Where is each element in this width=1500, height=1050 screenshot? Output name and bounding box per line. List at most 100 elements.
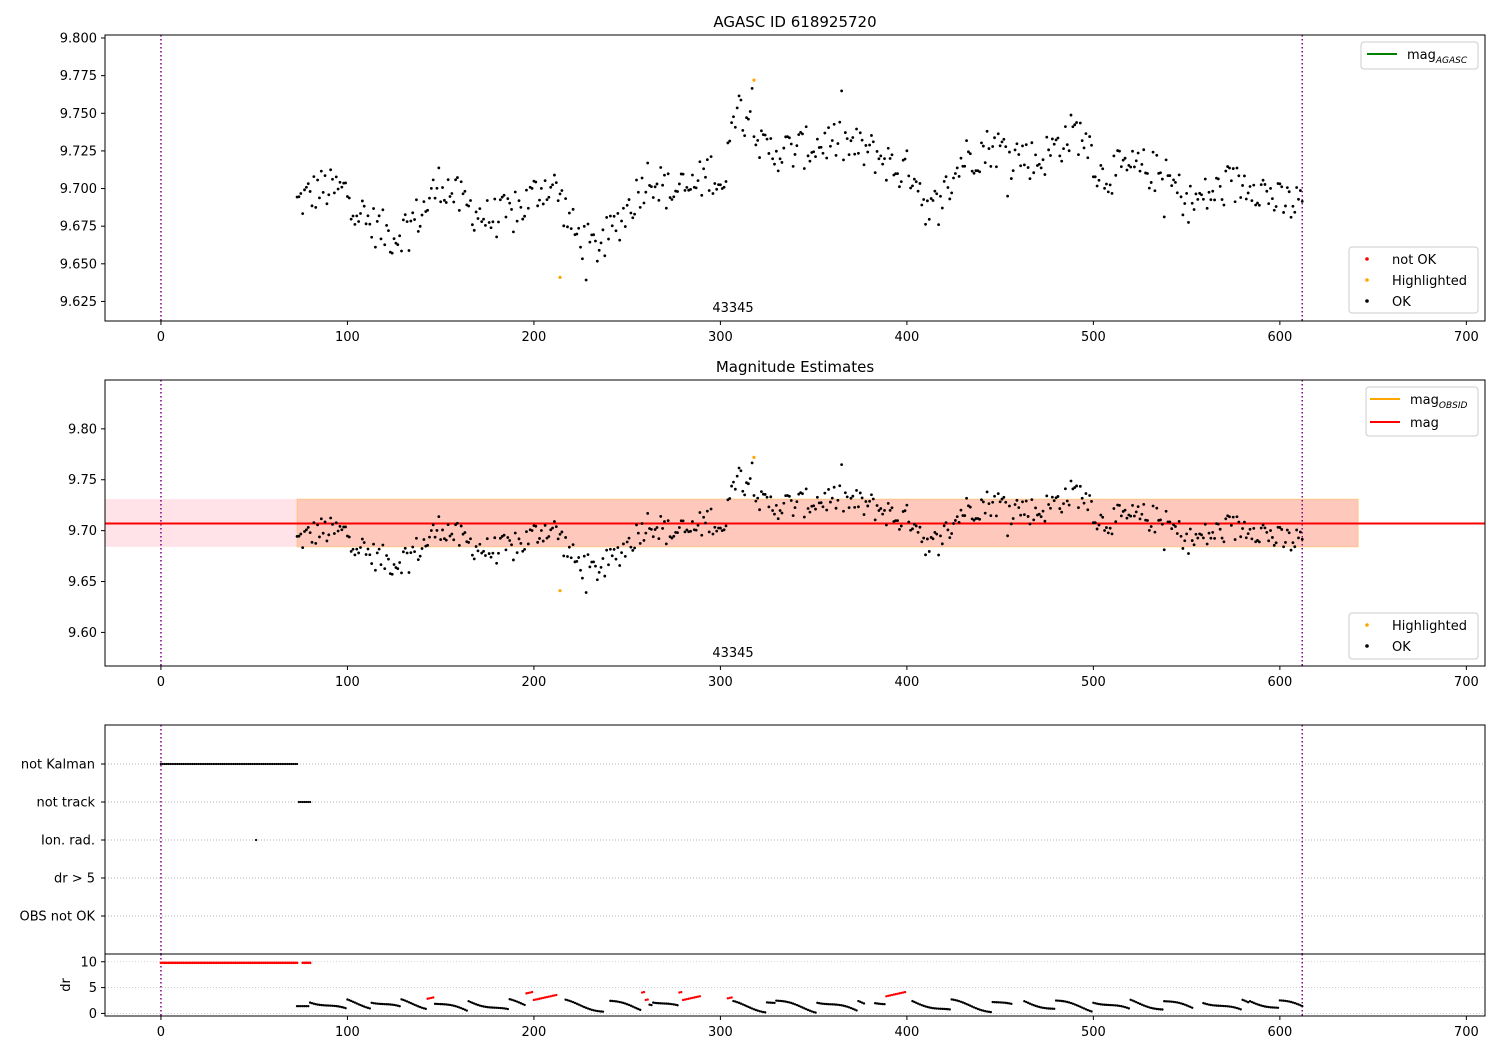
ok-point <box>553 520 556 523</box>
flag-point <box>210 762 213 766</box>
ok-point <box>782 501 786 505</box>
ok-point <box>793 506 797 509</box>
dr-clipped-point <box>224 961 228 965</box>
ok-point <box>450 192 454 195</box>
ok-point <box>1008 504 1011 508</box>
ok-point <box>1123 508 1127 512</box>
ok-point <box>739 469 743 473</box>
dr-ok-point <box>295 1004 299 1008</box>
ok-point <box>1114 520 1118 524</box>
dr-ok-point <box>1043 1006 1047 1010</box>
dr-not-ok-point <box>640 991 644 994</box>
ok-point <box>1222 203 1226 207</box>
ok-point <box>457 544 461 547</box>
ok-point <box>899 180 903 184</box>
ok-point <box>1256 201 1259 205</box>
dr-ok-point <box>1241 998 1244 1002</box>
dr-clipped-point <box>267 961 271 965</box>
ok-point <box>1285 528 1289 532</box>
ok-point <box>927 550 931 553</box>
ok-point <box>998 500 1002 504</box>
ok-point <box>1056 495 1060 498</box>
ok-point <box>510 543 513 547</box>
ok-point <box>1177 173 1181 177</box>
dr-ok-point <box>1235 1006 1239 1010</box>
dr-not-ok-point <box>696 995 700 998</box>
ok-point <box>582 224 586 228</box>
dr-ok-point <box>597 1010 601 1013</box>
ok-point <box>416 558 420 562</box>
flag-point <box>247 762 250 766</box>
ok-point <box>329 168 333 172</box>
ok-point <box>815 495 819 499</box>
ok-point <box>661 526 664 530</box>
ok-point <box>670 198 674 201</box>
dr-clipped-point <box>232 961 235 965</box>
dr-ok-point <box>1233 1006 1237 1009</box>
ok-point <box>476 549 480 553</box>
ok-point <box>1259 183 1263 187</box>
ok-point <box>927 217 931 221</box>
ok-point <box>937 553 940 557</box>
ok-point <box>940 206 944 210</box>
flag-point <box>221 762 224 766</box>
flag-point <box>234 762 237 766</box>
ok-point <box>707 530 711 534</box>
dr-clipped-point <box>206 961 209 965</box>
ok-point <box>1136 151 1140 155</box>
ok-point <box>586 553 590 556</box>
ok-point <box>845 137 849 141</box>
ok-point <box>657 537 661 541</box>
ok-point <box>918 182 922 185</box>
dr-ok-point <box>1252 1001 1255 1005</box>
ok-point <box>551 526 554 530</box>
dr-ok-point <box>920 1003 924 1007</box>
ok-point <box>670 536 674 540</box>
x-tick-label: 600 <box>1267 675 1292 690</box>
dr-clipped-point <box>251 961 254 965</box>
dr-ok-point <box>418 1005 422 1009</box>
ok-point <box>312 175 316 179</box>
ok-point <box>595 259 599 263</box>
dr-clipped-point <box>170 961 174 965</box>
dr-not-ok-point <box>693 996 696 999</box>
dr-ok-point <box>860 1001 864 1004</box>
ok-point <box>1050 137 1054 141</box>
ok-point <box>1278 526 1282 529</box>
ok-point <box>732 115 735 119</box>
dr-ok-point <box>331 1004 334 1007</box>
dr-clipped-point <box>215 961 219 965</box>
dr-ok-point <box>637 1007 640 1011</box>
dr-ok-point <box>758 1009 761 1013</box>
dr-ok-point <box>849 1006 853 1010</box>
dr-ok-point <box>1245 1000 1248 1003</box>
ok-point <box>965 139 968 143</box>
ok-point <box>989 164 993 168</box>
dr-ok-point <box>1039 1006 1043 1009</box>
ok-point <box>567 545 571 549</box>
dr-ok-point <box>969 1004 972 1007</box>
ok-point <box>681 172 685 176</box>
ok-point <box>310 540 314 544</box>
ok-point <box>1228 166 1231 170</box>
ok-point <box>780 511 784 515</box>
dr-ok-point <box>982 1009 985 1012</box>
ok-point <box>1257 540 1261 544</box>
ok-point <box>592 560 595 564</box>
dr-ok-point <box>754 1008 758 1012</box>
ok-point <box>1077 506 1080 510</box>
ok-point <box>724 180 728 183</box>
ok-point <box>980 141 983 145</box>
ok-point <box>733 125 737 129</box>
ok-point <box>769 137 773 140</box>
ok-point <box>448 195 452 198</box>
ok-point <box>472 228 476 232</box>
ok-point <box>1039 166 1043 170</box>
ok-point <box>911 527 914 531</box>
dr-ok-point <box>1222 1004 1226 1008</box>
ok-point <box>1181 547 1185 550</box>
dr-ok-point <box>978 1008 981 1011</box>
dr-ok-point <box>349 999 353 1003</box>
ok-point <box>1062 502 1065 506</box>
ok-point <box>510 208 513 211</box>
